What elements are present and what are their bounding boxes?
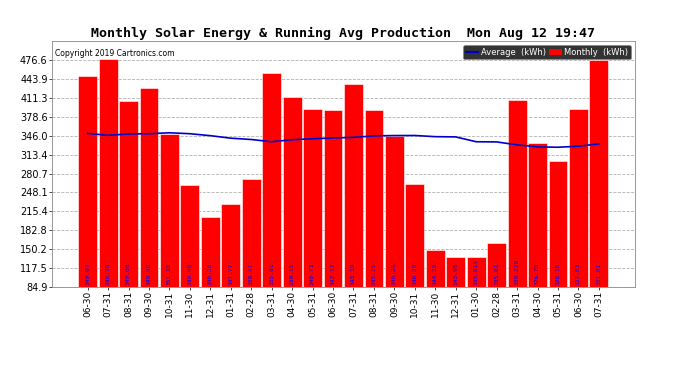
Legend: Average  (kWh), Monthly  (kWh): Average (kWh), Monthly (kWh)	[463, 45, 631, 59]
Text: 343.19: 343.19	[351, 262, 356, 285]
Text: 339.47: 339.47	[249, 262, 254, 285]
Bar	[78, 76, 97, 336]
Text: 346.70: 346.70	[106, 262, 110, 285]
Text: 346.39: 346.39	[413, 262, 417, 285]
Text: 345.75: 345.75	[371, 262, 377, 285]
Bar	[385, 136, 404, 336]
Text: Copyright 2019 Cartronics.com: Copyright 2019 Cartronics.com	[55, 49, 174, 58]
Bar	[549, 160, 567, 336]
Text: 351.10: 351.10	[167, 262, 172, 285]
Text: 344.39: 344.39	[433, 262, 437, 285]
Title: Monthly Solar Energy & Running Avg Production  Mon Aug 12 19:47: Monthly Solar Energy & Running Avg Produ…	[91, 27, 595, 40]
Text: 327.83: 327.83	[576, 262, 581, 285]
Bar	[406, 184, 424, 336]
Bar	[181, 185, 199, 336]
Bar	[119, 101, 138, 336]
Text: 335.61: 335.61	[269, 262, 274, 285]
Text: 335.61: 335.61	[494, 262, 499, 285]
Bar	[467, 257, 486, 336]
Bar	[160, 134, 179, 336]
Text: 339.15: 339.15	[290, 262, 295, 285]
Bar	[344, 84, 363, 336]
Text: 326.75: 326.75	[535, 262, 540, 285]
Bar	[589, 60, 609, 336]
Text: 331.91: 331.91	[596, 262, 602, 285]
Bar	[528, 143, 547, 336]
Bar	[324, 110, 342, 336]
Text: 330.229: 330.229	[515, 259, 520, 285]
Bar	[364, 110, 384, 336]
Bar	[303, 108, 322, 336]
Bar	[569, 109, 588, 336]
Bar	[283, 97, 302, 336]
Bar	[426, 250, 444, 336]
Bar	[446, 257, 465, 336]
Bar	[262, 73, 281, 336]
Text: 346.29: 346.29	[392, 262, 397, 285]
Bar	[487, 243, 506, 336]
Text: 349.48: 349.48	[146, 262, 152, 285]
Text: 341.77: 341.77	[228, 262, 233, 285]
Bar	[508, 100, 526, 336]
Text: 340.73: 340.73	[310, 262, 315, 285]
Text: 335.619: 335.619	[474, 259, 479, 285]
Text: 349.97: 349.97	[85, 262, 90, 285]
Text: 349.46: 349.46	[188, 262, 193, 285]
Bar	[221, 204, 240, 336]
Text: 342.17: 342.17	[331, 262, 335, 285]
Bar	[242, 179, 261, 336]
Bar	[201, 217, 219, 336]
Bar	[99, 59, 117, 336]
Text: 326.10: 326.10	[555, 262, 560, 285]
Bar	[139, 88, 159, 336]
Text: 349.00: 349.00	[126, 262, 131, 285]
Text: 343.95: 343.95	[453, 262, 458, 285]
Text: 346.10: 346.10	[208, 262, 213, 285]
